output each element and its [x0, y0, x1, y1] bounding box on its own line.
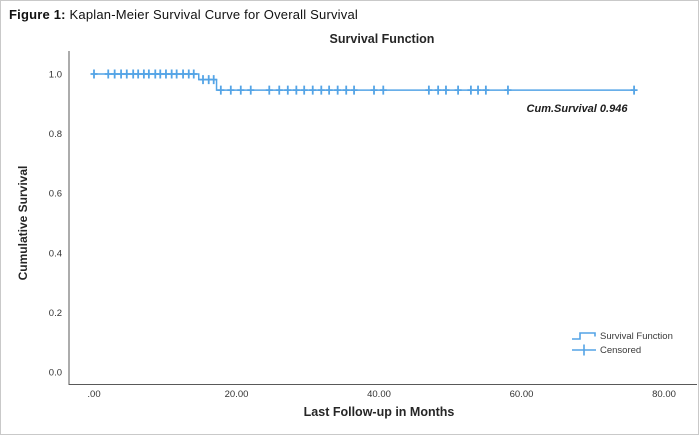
figure-caption-text: Kaplan-Meier Survival Curve for Overall … — [65, 7, 358, 22]
censored-mark — [350, 85, 358, 95]
y-axis-title: Cumulative Survival — [16, 165, 30, 281]
censored-mark — [379, 85, 387, 95]
cumulative-survival-annotation: Cum.Survival 0.946 — [526, 103, 628, 115]
x-tick-label: 80.00 — [652, 389, 676, 400]
legend-label-survival-function: Survival Function — [600, 330, 673, 342]
censored-mark — [123, 69, 131, 79]
censored-mark — [217, 85, 225, 95]
censored-mark — [90, 69, 98, 79]
censored-mark — [145, 69, 153, 79]
censored-mark — [317, 85, 325, 95]
y-tick-label: 0.2 — [49, 308, 62, 319]
censored-mark — [482, 85, 490, 95]
legend-label-censored: Censored — [600, 344, 642, 356]
censored-mark — [342, 85, 350, 95]
censored-mark — [370, 85, 378, 95]
legend-row-censored: Censored — [571, 343, 673, 357]
censored-mark — [504, 85, 512, 95]
censored-mark — [467, 85, 475, 95]
x-tick-label: .00 — [87, 389, 100, 400]
censored-mark — [425, 85, 433, 95]
censored-mark — [325, 85, 333, 95]
plus-mark-icon — [572, 344, 596, 356]
y-tick-label: 1.0 — [49, 70, 62, 81]
y-tick-label: 0.0 — [49, 368, 62, 379]
censored-mark — [275, 85, 283, 95]
x-tick-label: 20.00 — [225, 389, 249, 400]
censored-mark — [334, 85, 342, 95]
y-tick-label: 0.6 — [49, 189, 62, 200]
figure-caption-prefix: Figure 1: — [9, 7, 66, 22]
censored-mark — [227, 85, 235, 95]
figure-caption: Figure 1: Kaplan-Meier Survival Curve fo… — [9, 7, 358, 22]
censored-mark — [454, 85, 462, 95]
survival-curve — [94, 73, 635, 91]
censored-mark — [237, 85, 245, 95]
legend: Survival Function Censored — [571, 329, 673, 357]
censored-mark — [210, 75, 218, 85]
x-tick-label: 60.00 — [510, 389, 534, 400]
censored-mark — [292, 85, 300, 95]
x-tick-label: 40.00 — [367, 389, 391, 400]
censored-mark — [474, 85, 482, 95]
censored-mark — [247, 85, 255, 95]
legend-row-survival: Survival Function — [571, 329, 673, 343]
censored-mark — [300, 85, 308, 95]
y-tick-label: 0.4 — [49, 248, 62, 259]
step-line-icon — [572, 332, 596, 340]
censored-mark — [173, 69, 181, 79]
censored-mark — [190, 69, 198, 79]
censored-mark — [111, 69, 119, 79]
censored-mark — [284, 85, 292, 95]
chart-title: Survival Function — [329, 32, 435, 46]
censored-mark — [630, 85, 638, 95]
censored-mark — [309, 85, 317, 95]
censored-mark — [104, 69, 112, 79]
x-axis-title: Last Follow-up in Months — [303, 405, 455, 419]
axis-lines — [68, 51, 697, 385]
censored-mark — [442, 85, 450, 95]
censored-mark — [265, 85, 273, 95]
censored-mark — [434, 85, 442, 95]
y-tick-label: 0.8 — [49, 129, 62, 140]
